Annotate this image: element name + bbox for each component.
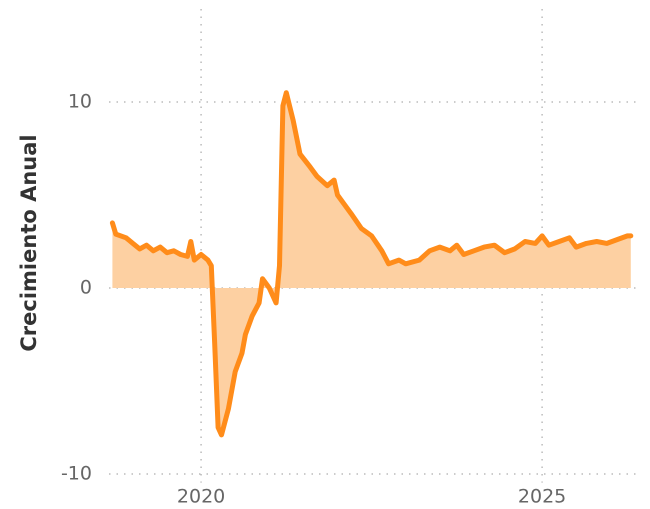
- y-tick-label: 0: [80, 277, 92, 299]
- y-tick-label: 10: [68, 91, 92, 113]
- y-axis-label: Crecimiento Anual: [17, 134, 41, 351]
- x-tick-label: 2025: [518, 486, 566, 508]
- y-tick-label: -10: [61, 463, 92, 485]
- area: [112, 92, 631, 435]
- x-tick-label: 2020: [177, 486, 225, 508]
- line: [109, 90, 634, 438]
